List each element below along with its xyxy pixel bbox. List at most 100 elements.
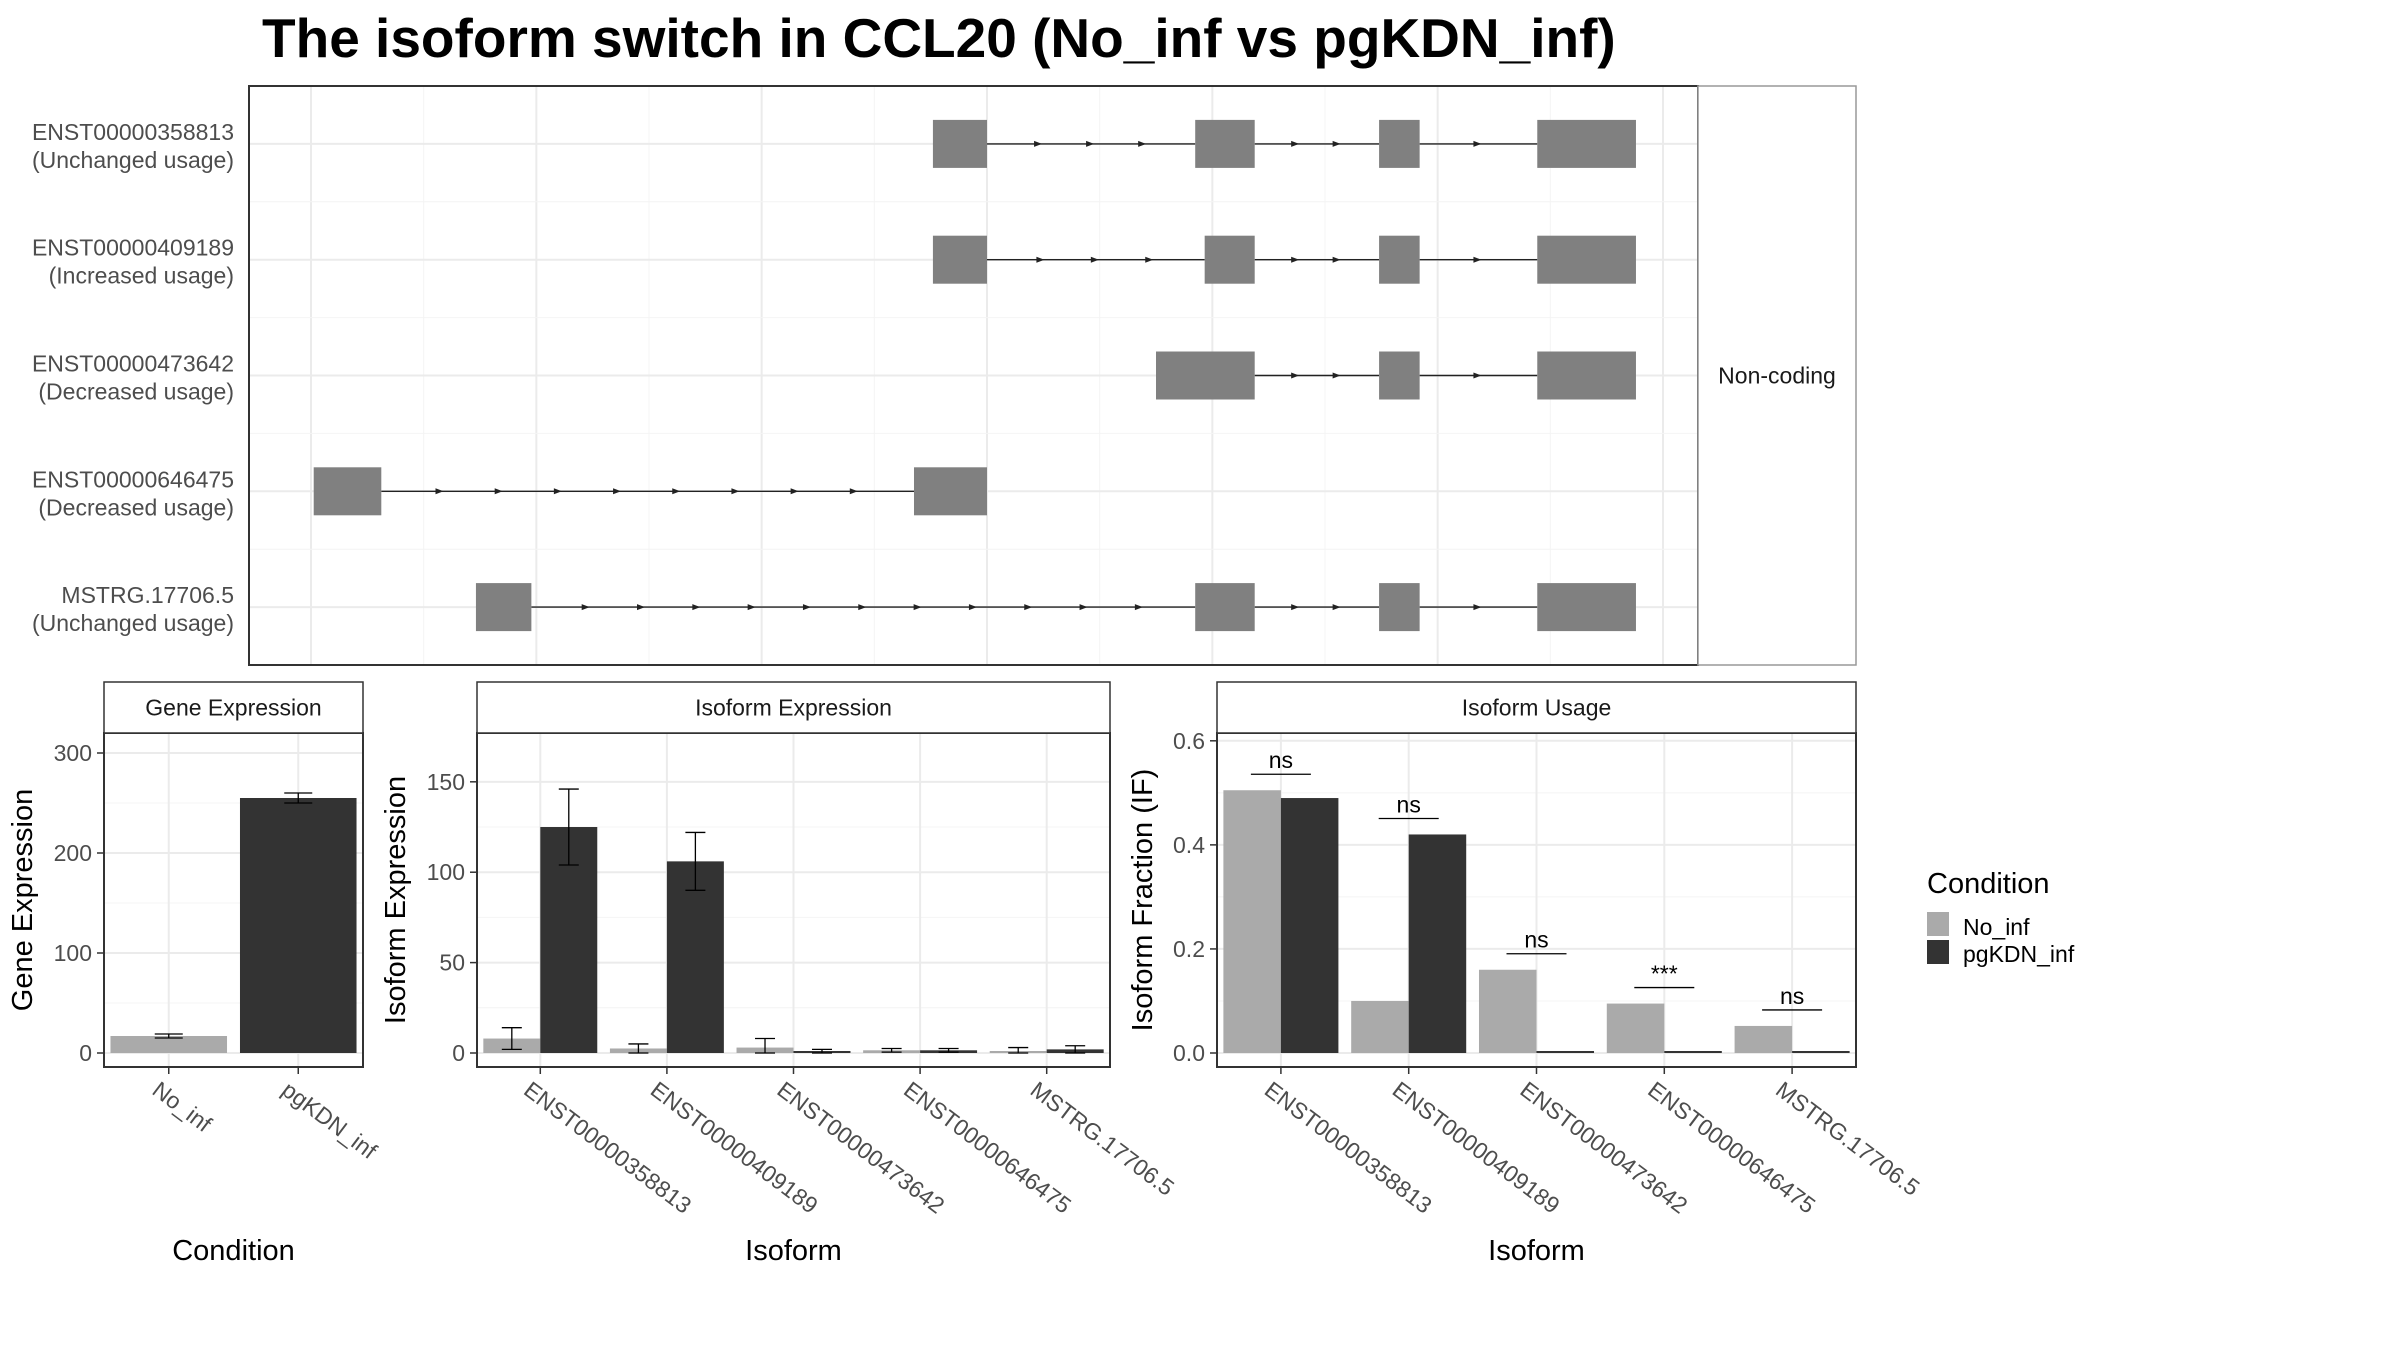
intron-arrow (1291, 604, 1300, 611)
x-axis-title: Isoform (745, 1235, 842, 1267)
bar-pgkdn-inf-enst00000409189 (1408, 834, 1467, 1053)
exon-block (1156, 351, 1255, 400)
intron-arrow (1134, 604, 1143, 611)
transcript-id-label: ENST00000409189 (32, 235, 234, 261)
intron-arrow (494, 488, 503, 495)
legend-key-pgkdn-inf (1927, 940, 1949, 964)
intron-arrow (1036, 256, 1045, 263)
error-bar-pgkdn-inf (284, 792, 313, 804)
y-tick-label: 100 (54, 940, 92, 966)
y-tick-label: 0.4 (1173, 832, 1205, 858)
intron-arrow (613, 488, 622, 495)
bar-pgkdn-inf-mstrg-17706-5 (1792, 1051, 1850, 1053)
significance-label: ns (1269, 747, 1293, 773)
intron-arrow (1138, 140, 1147, 147)
panel-strip (103, 681, 364, 734)
exon-block (475, 583, 532, 632)
error-bar-no-inf-mstrg-17706-5 (1008, 1046, 1029, 1054)
bar-no-inf-mstrg-17706-5 (1734, 1025, 1793, 1053)
exon-block (1379, 583, 1420, 632)
isoform-expression-panel: 050100150ENST00000358813ENST00000409189E… (380, 681, 1179, 1267)
error-bar-pgkdn-inf-enst00000358813 (558, 788, 579, 866)
error-bar-no-inf-enst00000473642 (755, 1037, 776, 1054)
error-bar-pgkdn-inf-enst00000646475 (938, 1047, 959, 1053)
bar-pgkdn-inf-enst00000473642 (1536, 1051, 1595, 1053)
bar-no-inf (110, 1036, 228, 1053)
error-bar-pgkdn-inf-enst00000473642 (811, 1048, 832, 1054)
intron-arrow (1332, 140, 1341, 147)
error-bar-no-inf-enst00000646475 (881, 1047, 902, 1053)
y-axis-title: Isoform Fraction (IF) (1127, 769, 1159, 1032)
panel-strip-label: Isoform Usage (1462, 695, 1612, 721)
significance-label: ns (1524, 927, 1548, 953)
exon-block (932, 119, 987, 168)
x-tick-label: pgKDN_inf (277, 1076, 382, 1164)
transcript-usage-label: (Unchanged usage) (32, 147, 234, 173)
panel-strip (1216, 681, 1857, 734)
exon-block (932, 235, 987, 284)
intron-arrow (1473, 256, 1482, 263)
intron-arrow (858, 604, 867, 611)
exon-block (913, 467, 987, 516)
y-tick-label: 200 (54, 840, 92, 866)
transcript-id-label: ENST00000473642 (32, 351, 234, 377)
transcript-usage-label: (Decreased usage) (38, 379, 234, 405)
intron-arrow (1291, 372, 1300, 379)
intron-arrow (913, 604, 922, 611)
intron-arrow (1291, 140, 1300, 147)
legend-label-no-inf: No_inf (1963, 914, 2030, 940)
intron-arrow (747, 604, 756, 611)
error-bar-no-inf (154, 1033, 183, 1039)
panel-strip-label: Gene Expression (145, 695, 321, 721)
transcript-usage-label: (Unchanged usage) (32, 610, 234, 636)
error-bar-no-inf-enst00000409189 (628, 1043, 649, 1054)
y-tick-label: 150 (427, 769, 465, 795)
chart-title: The isoform switch in CCL20 (No_inf vs p… (262, 7, 1616, 69)
exon-block (1195, 119, 1255, 168)
intron-arrow (1034, 140, 1043, 147)
significance-label: *** (1651, 961, 1678, 987)
intron-arrow (731, 488, 740, 495)
bar-no-inf-enst00000646475 (1606, 1003, 1665, 1053)
intron-arrow (1332, 604, 1341, 611)
exon-block (1537, 583, 1636, 632)
x-axis-title: Isoform (1488, 1235, 1585, 1267)
intron-arrow (553, 488, 562, 495)
intron-arrow (1473, 372, 1482, 379)
exon-block (1204, 235, 1255, 284)
exon-block (1195, 583, 1255, 632)
y-tick-label: 50 (439, 950, 465, 976)
panel-strip (476, 681, 1111, 734)
intron-arrow (692, 604, 701, 611)
intron-arrow (968, 604, 977, 611)
intron-arrow (849, 488, 858, 495)
transcript-id-label: ENST00000646475 (32, 466, 234, 492)
error-bar-pgkdn-inf-enst00000409189 (685, 831, 706, 891)
bar-no-inf-enst00000409189 (1351, 1000, 1409, 1053)
intron-arrow (581, 604, 590, 611)
exon-block (1537, 351, 1636, 400)
y-tick-label: 0 (452, 1040, 465, 1066)
intron-arrow (1473, 140, 1482, 147)
intron-arrow (1024, 604, 1033, 611)
significance-label: ns (1780, 983, 1804, 1009)
y-tick-label: 100 (427, 859, 465, 885)
error-bar-no-inf-enst00000358813 (501, 1027, 522, 1051)
bar-pgkdn-inf-enst00000358813 (1280, 798, 1339, 1053)
intron-arrow (1090, 256, 1099, 263)
y-tick-label: 0.2 (1173, 936, 1205, 962)
structure-strip (1697, 85, 1857, 666)
bar-pgkdn-inf-enst00000409189 (666, 861, 724, 1053)
exon-block (1379, 119, 1420, 168)
exon-block (313, 467, 382, 516)
intron-arrow (1145, 256, 1154, 263)
y-tick-label: 0.0 (1173, 1040, 1205, 1066)
legend-key-no-inf (1927, 912, 1949, 936)
x-tick-label: No_inf (148, 1076, 217, 1137)
y-tick-label: 300 (54, 740, 92, 766)
significance-label: ns (1397, 791, 1421, 817)
intron-arrow (1086, 140, 1095, 147)
intron-arrow (435, 488, 444, 495)
transcript-usage-label: (Decreased usage) (38, 494, 234, 520)
